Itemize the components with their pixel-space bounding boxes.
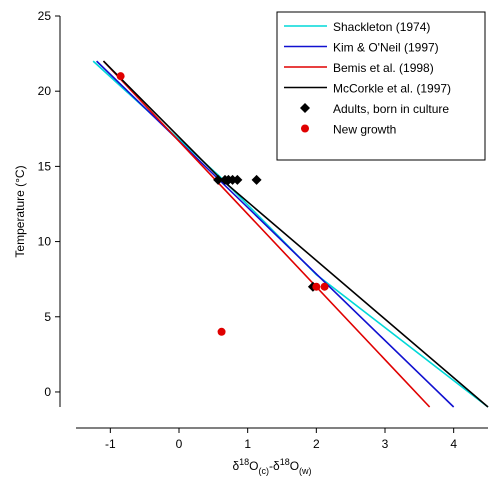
legend-label: New growth [333, 123, 396, 137]
point [320, 282, 329, 291]
x-tick-label: 0 [176, 437, 183, 451]
legend-label: Kim & O'Neil (1997) [333, 41, 439, 55]
x-label-part: δ [232, 459, 239, 473]
series-line [96, 60, 455, 408]
series-line [102, 60, 431, 408]
point [213, 174, 224, 185]
legend-marker [300, 103, 310, 113]
x-tick-label: 4 [450, 437, 457, 451]
x-label-part: O [290, 459, 299, 473]
y-tick-label: 20 [38, 84, 52, 98]
x-label-part: 18 [239, 457, 249, 467]
x-label-part: 18 [280, 457, 290, 467]
x-tick-label: 2 [313, 437, 320, 451]
x-label-part: (c) [259, 466, 270, 476]
x-tick-label: -1 [105, 437, 116, 451]
legend-box [276, 11, 486, 161]
legend-marker [301, 124, 309, 133]
y-tick-label: 15 [38, 159, 52, 173]
x-label-part: (w) [299, 466, 312, 476]
x-label-part: O [249, 459, 258, 473]
legend-label: Shackleton (1974) [333, 20, 430, 34]
x-tick-label: 3 [382, 437, 389, 451]
point [116, 72, 125, 81]
point [251, 174, 262, 185]
x-tick-label: 1 [244, 437, 251, 451]
point [312, 282, 321, 291]
legend-label: Adults, born in culture [333, 102, 449, 116]
point [217, 327, 226, 336]
y-tick-label: 25 [38, 9, 52, 23]
legend-label: McCorkle et al. (1997) [333, 82, 451, 96]
y-tick-label: 0 [44, 385, 51, 399]
y-tick-label: 10 [38, 235, 52, 249]
y-axis-label: Temperature (°C) [13, 165, 27, 257]
legend-label: Bemis et al. (1998) [333, 61, 434, 75]
x-label-part: -δ [269, 459, 280, 473]
x-axis-label: δ18O(c)-δ18O(w) [232, 457, 311, 476]
y-tick-label: 5 [44, 310, 51, 324]
point [232, 174, 243, 185]
